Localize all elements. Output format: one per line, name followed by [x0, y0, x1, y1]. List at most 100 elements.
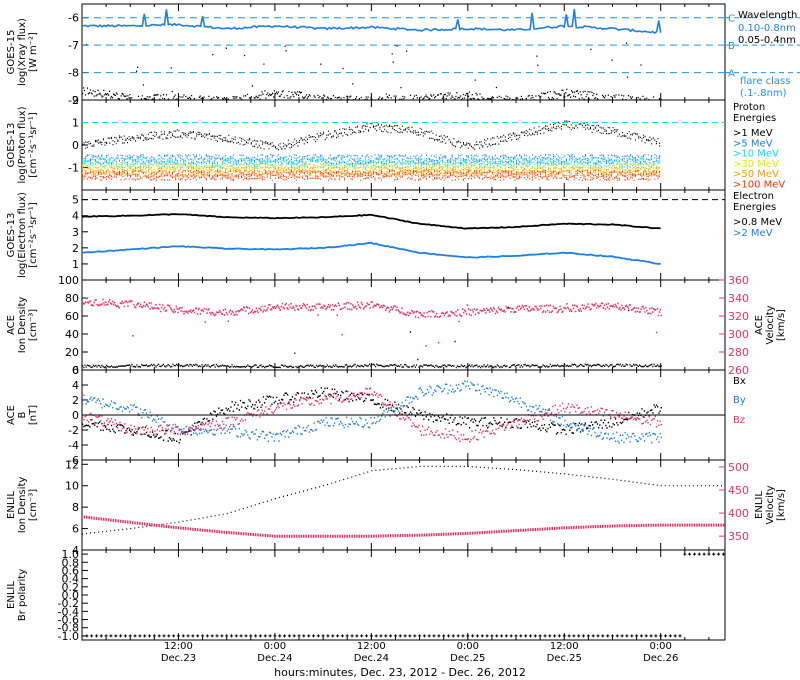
legend-entry: >0.8 MeV: [733, 217, 782, 228]
y2-tick-label: 260: [728, 364, 749, 377]
y-tick-label: -8: [68, 67, 79, 80]
x-tick-label-time: 12:00: [164, 641, 193, 652]
y-tick-label: 80: [65, 292, 79, 305]
y-tick-label: 6: [72, 523, 79, 536]
y-tick-label: -1: [68, 162, 79, 175]
legend-title: Proton: [733, 102, 765, 113]
series-line-0.10-0.8nm: [82, 8, 662, 35]
y2-tick-label: 280: [728, 346, 749, 359]
y2-axis-label: ENLIL: [754, 491, 765, 519]
y2-axis-label: ACE: [754, 315, 765, 335]
series-line->2 MeV: [82, 241, 661, 265]
x-tick-label-time: 12:00: [550, 641, 579, 652]
series-dots-Bx: [82, 387, 662, 444]
y-tick-label: 5: [72, 194, 79, 207]
x-tick-label-date: Dec.25: [450, 653, 485, 664]
legend-entry: >100 MeV: [733, 180, 785, 191]
y-tick-label: 6: [72, 364, 79, 377]
legend-entry: 0.10-0.8nm: [738, 23, 796, 34]
y-axis-label: [nT]: [28, 405, 39, 425]
series-markers-br-polarity: [82, 552, 725, 638]
y2-tick-label: 350: [728, 530, 749, 543]
y-tick-label: 3: [72, 226, 79, 239]
legend-title: Energies: [733, 202, 776, 213]
y-axis-label: ACE: [6, 405, 17, 425]
x-tick-label-time: 0:00: [649, 641, 671, 652]
y-axis-label: [W m⁻²]: [28, 32, 39, 72]
y-tick-label: 4: [72, 210, 79, 223]
panel-enlil_polarity: 1.00.80.60.40.20.0-0.2-0.4-0.6-0.8-1.0 EN…: [6, 548, 726, 643]
plot-area: [82, 213, 661, 265]
plot-area: [82, 465, 725, 538]
y-axis-label: ACE: [6, 315, 17, 335]
y-tick-label: 40: [65, 328, 79, 341]
y2-tick-label: 360: [728, 274, 749, 287]
y-tick-label: 0.8: [62, 556, 80, 569]
y2-tick-label: 320: [728, 310, 749, 323]
legend-entry: >50 MeV: [733, 169, 779, 180]
y-axis-label: B: [17, 411, 28, 418]
panel-goes13_proton: 2 1 0 -1 GOES-13 log(Proton flux) [cm⁻²s⁻¹sr⁻¹…: [6, 94, 785, 191]
y-tick-label: 8: [72, 501, 79, 514]
y-axis-label: [cm⁻²s⁻¹sr⁻¹]: [28, 112, 39, 178]
legend-entry: By: [733, 395, 746, 406]
flare-class-B: B: [728, 41, 735, 52]
y-tick-label: 60: [65, 310, 79, 323]
y-axis-label: Br polarity: [17, 569, 28, 621]
y-tick-label: 0.0: [62, 589, 80, 602]
y-tick-label: 1.0: [62, 548, 80, 561]
y-tick-label: -0.2: [58, 597, 79, 610]
panel-ace_mag: 6 4 2 0 -2 -4 -6 ACE B [nT] Bx By Bz: [6, 364, 746, 467]
y-tick-label: -6: [68, 454, 79, 467]
y-axis-label: ENLIL: [6, 581, 17, 609]
y-tick-label: 1: [72, 117, 79, 130]
x-tick-label-date: Dec.25: [547, 653, 582, 664]
y-axis-label: [cm⁻³]: [28, 309, 39, 341]
legend-entry: 0.05-0.4nm: [738, 35, 796, 46]
series-line->0.8 MeV: [82, 213, 661, 230]
x-tick-label-date: Dec.26: [643, 653, 678, 664]
x-tick-label-date: Dec.24: [257, 653, 292, 664]
legend-entry: Bx: [733, 376, 746, 387]
flare-class-C: C: [728, 14, 735, 25]
y2-axis-label: [km/s]: [776, 309, 787, 341]
y-tick-label: -0.6: [58, 614, 79, 627]
y-tick-label: 2: [72, 94, 79, 107]
y-tick-label: -9: [68, 94, 79, 107]
y-tick-label: -7: [68, 39, 79, 52]
plot-area: [82, 297, 663, 369]
y-tick-label: 0.4: [62, 573, 80, 586]
y-tick-label: -0.8: [58, 622, 79, 635]
y-axis-label: Ion Density: [17, 477, 28, 534]
y-tick-label: 20: [65, 346, 79, 359]
y-tick-label: 10: [65, 480, 79, 493]
y-axis-label: GOES-13: [6, 123, 17, 168]
x-tick-label-time: 0:00: [264, 641, 286, 652]
legend-entry: >30 MeV: [733, 159, 779, 170]
x-axis-title: hours:minutes, Dec. 23, 2012 - Dec. 26, …: [274, 666, 526, 679]
y-axis-label: [cm⁻³]: [28, 489, 39, 521]
y-axis-label: log(Proton flux): [17, 106, 28, 183]
y-tick-label: 0: [72, 409, 79, 422]
legend-entry: >1 MeV: [733, 128, 773, 139]
legend-note: flare class: [740, 76, 790, 87]
legend-entry: >5 MeV: [733, 138, 773, 149]
y-tick-label: 0.6: [62, 564, 80, 577]
legend-entry: >2 MeV: [733, 228, 773, 239]
series-dots-velocity: [82, 297, 663, 347]
y2-axis-label: Velocity: [765, 485, 776, 524]
y-axis-label: log(Xray flux): [17, 18, 28, 86]
series-dots-velocity: [82, 515, 725, 538]
series-dots-ion-density: [82, 306, 662, 369]
y-tick-label: -0.4: [58, 605, 79, 618]
legend-note: (.1-.8nm): [740, 88, 787, 99]
y-axis-label: [cm⁻²s⁻¹sr⁻¹]: [28, 202, 39, 268]
y-tick-label: 2: [72, 242, 79, 255]
series-dots->1 MeV: [82, 120, 661, 151]
y-tick-label: 0: [72, 139, 79, 152]
x-tick-label-date: Dec.23: [161, 653, 196, 664]
series-dots->100 MeV: [82, 169, 661, 181]
legend-entry: Bz: [733, 415, 745, 426]
y-tick-label: 4: [72, 544, 79, 557]
